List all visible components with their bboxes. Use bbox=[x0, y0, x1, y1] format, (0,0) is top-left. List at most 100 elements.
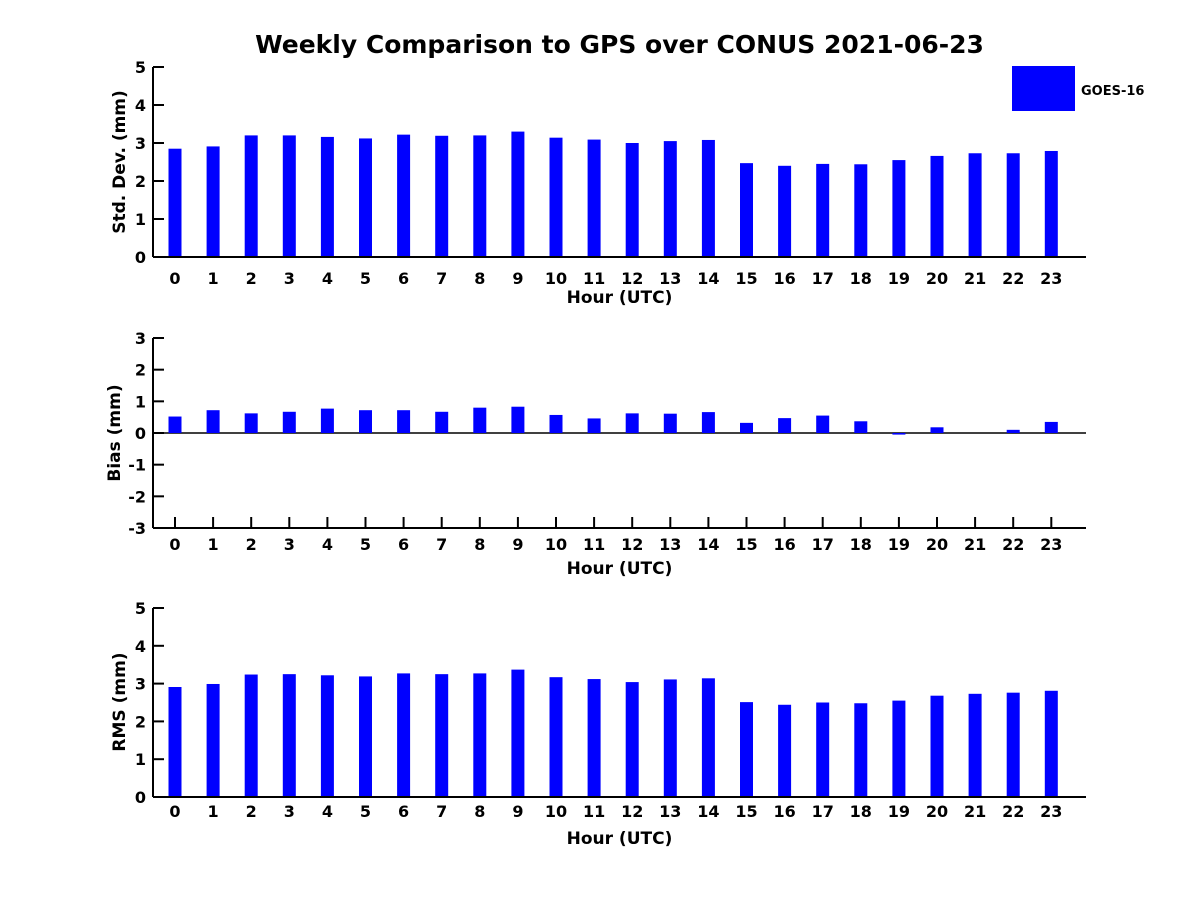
x-tick-label: 6 bbox=[398, 535, 409, 554]
x-tick-label: 17 bbox=[812, 802, 834, 821]
bar-hour-21 bbox=[968, 693, 982, 797]
x-tick-label: 3 bbox=[284, 535, 295, 554]
bar-hour-15 bbox=[740, 702, 753, 797]
bar-hour-9 bbox=[511, 131, 525, 257]
bar-hour-6 bbox=[397, 134, 411, 257]
y-tick-label: 3 bbox=[135, 330, 146, 348]
bar-hour-23 bbox=[1044, 150, 1058, 257]
x-tick-label: 1 bbox=[208, 269, 219, 288]
x-tick-label: 16 bbox=[773, 535, 795, 554]
x-tick-label: 5 bbox=[360, 535, 371, 554]
rms-chart: 0 1 2 3 4 5 6 7 8 9 10 11 12 13 14 15 16 17 18 19 20 21 22 2301… bbox=[135, 600, 1086, 821]
bar-hour-1 bbox=[206, 146, 220, 257]
x-tick-label: 8 bbox=[474, 269, 485, 288]
x-tick-label: 12 bbox=[621, 802, 643, 821]
y-tick-label: 1 bbox=[135, 392, 146, 411]
x-tick-label: 12 bbox=[621, 269, 643, 288]
y-tick-label: 4 bbox=[135, 637, 146, 656]
x-tick-label: 18 bbox=[850, 269, 872, 288]
bar-hour-4 bbox=[320, 408, 334, 433]
x-tick-label: 22 bbox=[1002, 535, 1024, 554]
y-tick-label: 2 bbox=[135, 172, 146, 191]
x-tick-label: 9 bbox=[512, 802, 523, 821]
x-tick-label: 16 bbox=[773, 802, 795, 821]
bar-hour-15 bbox=[740, 422, 753, 433]
x-tick-label: 14 bbox=[697, 535, 719, 554]
x-tick-label: 23 bbox=[1040, 802, 1062, 821]
x-tick-label: 21 bbox=[964, 269, 986, 288]
bar-hour-9 bbox=[511, 406, 525, 433]
x-tick-label: 9 bbox=[512, 535, 523, 554]
x-tick-label: 18 bbox=[850, 535, 872, 554]
bar-hour-10 bbox=[549, 137, 563, 257]
x-tick-label: 6 bbox=[398, 269, 409, 288]
bar-hour-0 bbox=[168, 416, 182, 433]
bar-hour-18 bbox=[854, 164, 868, 257]
bar-hour-5 bbox=[359, 676, 372, 797]
y-tick-label: 0 bbox=[135, 788, 146, 807]
y-tick-label: 1 bbox=[135, 750, 146, 769]
x-tick-label: 10 bbox=[545, 535, 567, 554]
bar-hour-23 bbox=[1044, 421, 1058, 433]
x-tick-label: 20 bbox=[926, 535, 948, 554]
y-tick-label: 2 bbox=[135, 361, 146, 380]
x-tick-label: 21 bbox=[964, 535, 986, 554]
x-tick-label: 0 bbox=[169, 802, 180, 821]
bar-hour-20 bbox=[930, 695, 944, 797]
bar-hour-20 bbox=[930, 427, 944, 433]
x-tick-label: 22 bbox=[1002, 269, 1024, 288]
x-tick-label: 14 bbox=[697, 269, 719, 288]
x-tick-label: 20 bbox=[926, 269, 948, 288]
x-tick-label: 22 bbox=[1002, 802, 1024, 821]
bar-hour-13 bbox=[663, 141, 677, 257]
bar-hour-11 bbox=[587, 418, 601, 433]
bar-hour-4 bbox=[320, 675, 334, 797]
bar-hour-13 bbox=[663, 413, 677, 433]
bar-hour-18 bbox=[854, 421, 868, 433]
bar-hour-12 bbox=[625, 413, 639, 433]
x-tick-label: 3 bbox=[284, 802, 295, 821]
bar-hour-5 bbox=[359, 138, 372, 257]
bar-hour-14 bbox=[701, 678, 715, 797]
x-tick-label: 4 bbox=[322, 269, 333, 288]
x-tick-label: 23 bbox=[1040, 269, 1062, 288]
bar-hour-7 bbox=[435, 674, 449, 797]
y-tick-label: 0 bbox=[135, 424, 146, 443]
x-tick-label: 3 bbox=[284, 269, 295, 288]
bar-hour-0 bbox=[168, 148, 182, 257]
bar-hour-8 bbox=[473, 135, 487, 257]
y-tick-label: 4 bbox=[135, 96, 146, 115]
legend-swatch-goes16 bbox=[1012, 66, 1075, 111]
x-tick-label: 8 bbox=[474, 802, 485, 821]
xlabel-std-dev: Hour (UTC) bbox=[566, 288, 673, 308]
x-tick-label: 10 bbox=[545, 802, 567, 821]
x-tick-label: 10 bbox=[545, 269, 567, 288]
x-tick-label: 13 bbox=[659, 535, 681, 554]
bar-hour-3 bbox=[282, 674, 296, 797]
bar-hour-17 bbox=[816, 702, 830, 797]
y-tick-label: -1 bbox=[128, 456, 146, 475]
x-tick-label: 20 bbox=[926, 802, 948, 821]
bar-hour-11 bbox=[587, 679, 601, 797]
x-tick-label: 13 bbox=[659, 802, 681, 821]
bar-hour-22 bbox=[1006, 692, 1020, 797]
x-tick-label: 2 bbox=[246, 269, 257, 288]
bar-hour-9 bbox=[511, 669, 525, 797]
bar-hour-0 bbox=[168, 687, 182, 797]
x-tick-label: 19 bbox=[888, 802, 910, 821]
bar-hour-16 bbox=[778, 165, 792, 257]
y-tick-label: -3 bbox=[128, 519, 146, 538]
x-tick-label: 9 bbox=[512, 269, 523, 288]
bar-hour-20 bbox=[930, 155, 944, 257]
x-tick-label: 7 bbox=[436, 269, 447, 288]
x-tick-label: 11 bbox=[583, 269, 605, 288]
x-tick-label: 15 bbox=[735, 269, 757, 288]
x-tick-label: 2 bbox=[246, 802, 257, 821]
x-tick-label: 0 bbox=[169, 269, 180, 288]
y-tick-label: 2 bbox=[135, 712, 146, 731]
bar-hour-23 bbox=[1044, 690, 1058, 797]
bar-hour-6 bbox=[397, 673, 411, 797]
y-tick-label: 1 bbox=[135, 210, 146, 229]
x-tick-label: 0 bbox=[169, 535, 180, 554]
